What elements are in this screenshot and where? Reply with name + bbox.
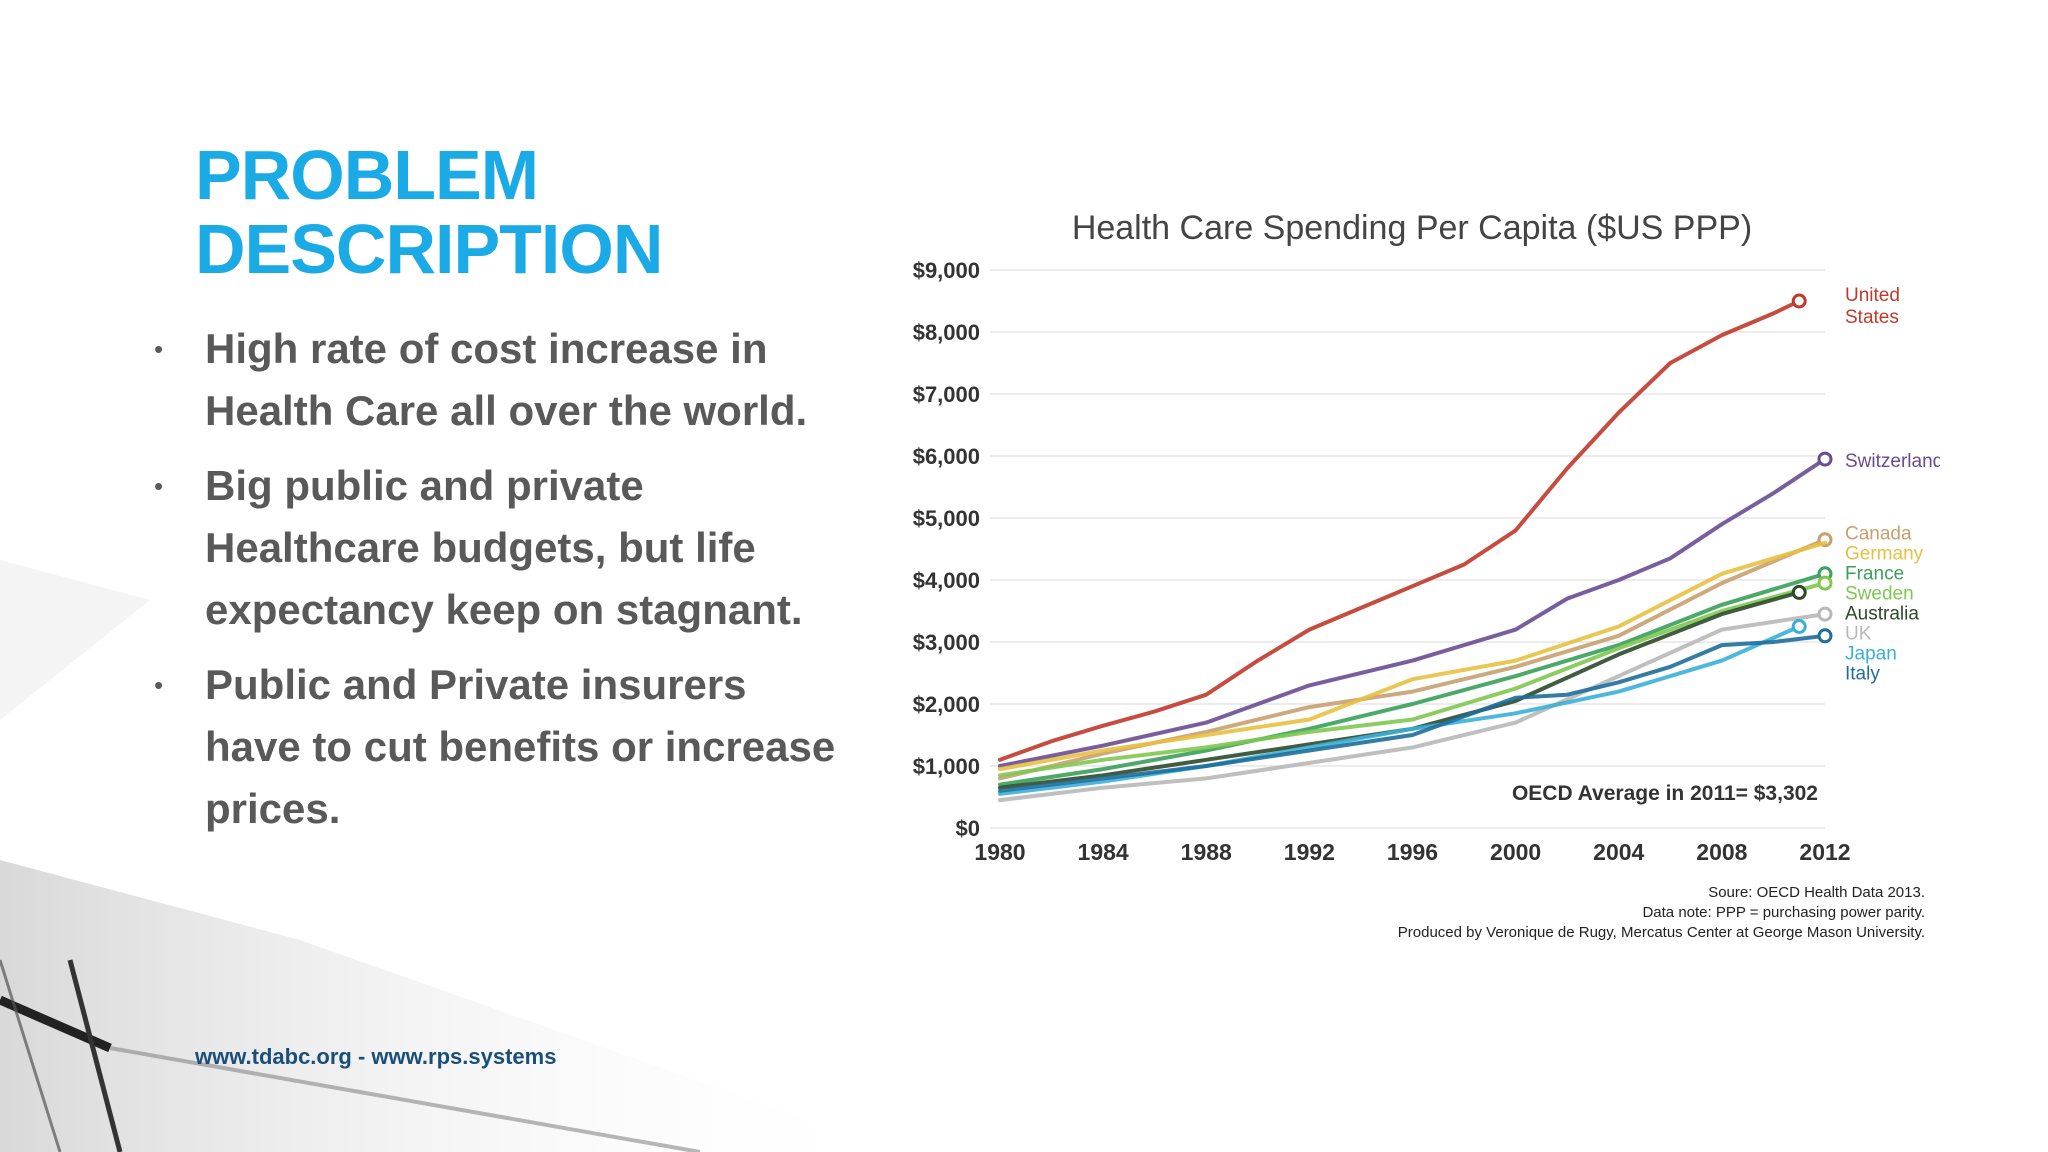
y-tick-label: $0 [956, 816, 980, 841]
bullet-item: • Big public and private Healthcare budge… [150, 455, 850, 641]
series-label: Canada [1845, 524, 1912, 545]
bullet-list: • High rate of cost increase in Health Ca… [150, 318, 850, 853]
y-tick-label: $5,000 [913, 506, 980, 531]
series-end-marker [1817, 451, 1833, 467]
bullet-text: Public and Private insurers have to cut … [205, 661, 836, 832]
footer-links: www.tdabc.org - www.rps.systems [195, 1044, 557, 1069]
series-end-marker [1791, 293, 1807, 309]
series-label: United [1845, 285, 1900, 306]
series-label: Sweden [1845, 584, 1914, 605]
slide-title: PROBLEM DESCRIPTION [195, 136, 663, 288]
series-label: Australia [1845, 604, 1919, 625]
series-line-france [998, 571, 1827, 787]
x-tick-label: 1980 [974, 839, 1025, 865]
series-label: Germany [1845, 544, 1924, 565]
y-tick-label: $8,000 [913, 320, 980, 345]
title-line-2: DESCRIPTION [195, 210, 663, 288]
series-line-switzerland [998, 457, 1827, 768]
series-line-germany [998, 540, 1827, 772]
series-label: UK [1845, 624, 1872, 645]
bullet-marker: • [154, 471, 164, 501]
bullet-text: High rate of cost increase in Health Car… [205, 325, 808, 434]
source-note: Data note: PPP = purchasing power parity… [1642, 904, 1925, 921]
series-line-uk [998, 612, 1827, 803]
y-tick-label: $7,000 [913, 382, 980, 407]
bullet-item: • High rate of cost increase in Health Ca… [150, 318, 850, 442]
source-note: Produced by Veronique de Rugy, Mercatus … [1398, 924, 1925, 941]
series-end-marker [1791, 584, 1807, 600]
title-line-1: PROBLEM [195, 136, 539, 214]
health-spending-chart: Health Care Spending Per Capita ($US PPP… [880, 195, 1944, 955]
series-end-marker [1817, 575, 1833, 591]
series-line-united-states [998, 299, 1802, 762]
x-tick-label: 1984 [1078, 839, 1129, 865]
bullet-text: Big public and private Healthcare budget… [205, 462, 803, 633]
chart-title: Health Care Spending Per Capita ($US PPP… [1072, 209, 1752, 247]
x-tick-label: 2000 [1490, 839, 1541, 865]
source-note: Soure: OECD Health Data 2013. [1708, 884, 1925, 901]
y-tick-label: $2,000 [913, 692, 980, 717]
series-line-japan [998, 624, 1802, 796]
bullet-item: • Public and Private insurers have to cut… [150, 654, 850, 840]
series-label: France [1845, 564, 1904, 585]
bullet-marker: • [154, 334, 164, 364]
y-tick-label: $1,000 [913, 754, 980, 779]
series-label: Italy [1845, 664, 1880, 685]
y-tick-label: $6,000 [913, 444, 980, 469]
x-tick-label: 1996 [1387, 839, 1438, 865]
x-tick-label: 1988 [1181, 839, 1232, 865]
series-label: Switzerland [1845, 451, 1940, 472]
series-end-marker [1791, 619, 1807, 634]
oecd-average-annotation: OECD Average in 2011= $3,302 [1512, 782, 1818, 805]
chart-svg: Health Care Spending Per Capita ($US PPP… [913, 209, 1944, 941]
x-tick-label: 2004 [1593, 839, 1644, 865]
x-tick-label: 2008 [1696, 839, 1747, 865]
bullet-marker: • [154, 670, 164, 700]
series-label: States [1845, 307, 1899, 328]
y-tick-label: $3,000 [913, 630, 980, 655]
series-end-marker [1817, 628, 1833, 644]
y-tick-label: $4,000 [913, 568, 980, 593]
x-tick-label: 1992 [1284, 839, 1335, 865]
x-tick-label: 2012 [1799, 839, 1850, 865]
series-line-italy [998, 633, 1827, 793]
series-line-sweden [998, 581, 1827, 778]
y-tick-label: $9,000 [913, 258, 980, 283]
series-end-marker [1817, 606, 1833, 622]
series-label: Japan [1845, 644, 1897, 665]
